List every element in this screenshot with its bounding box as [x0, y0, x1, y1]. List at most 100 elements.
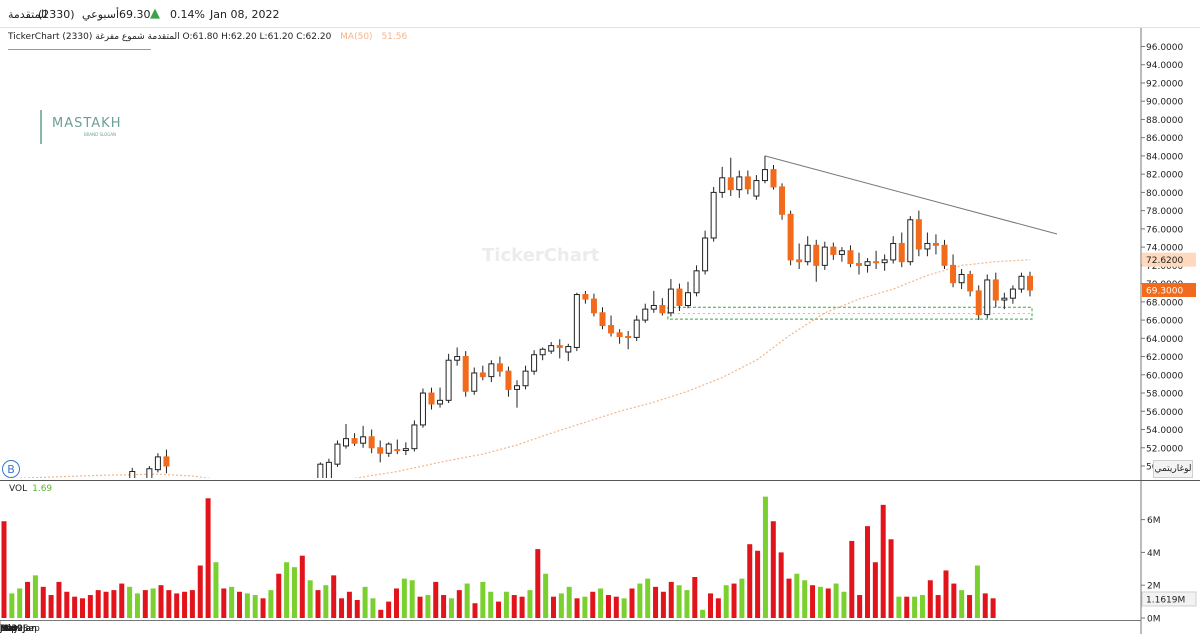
series-title: المتقدمة شموع مفرغة (2330)	[62, 32, 180, 42]
candle	[539, 347, 546, 361]
price-tick-label: 72.0000	[1146, 262, 1183, 272]
candle-body	[685, 292, 691, 306]
volume-bar	[48, 595, 54, 618]
candle	[590, 293, 597, 317]
volume-bar	[260, 598, 266, 618]
volume-bar	[119, 583, 125, 618]
candle-body	[411, 424, 418, 450]
volume-bar	[778, 552, 784, 618]
candle	[154, 453, 161, 473]
volume-value: 1.69	[32, 484, 53, 494]
volume-bar	[456, 590, 462, 618]
volume-bar	[967, 595, 973, 618]
volume-bar	[441, 595, 447, 618]
volume-bar	[80, 598, 85, 618]
volume-bar	[127, 586, 133, 618]
candle	[1009, 285, 1016, 304]
volume-bar	[111, 590, 117, 618]
candle-body	[573, 294, 580, 348]
candle-body	[539, 348, 546, 356]
candle	[1018, 272, 1025, 293]
volume-bar	[480, 581, 486, 618]
candle-body	[616, 332, 623, 337]
b-badge[interactable]: B	[2, 460, 20, 478]
instrument-name[interactable]: المتقدمة	[8, 8, 48, 21]
candle-body	[693, 270, 700, 294]
candle	[676, 283, 683, 311]
candle	[856, 252, 862, 275]
volume-bar	[865, 526, 870, 618]
price-tick-label: 94.0000	[1146, 61, 1183, 71]
price-tick-label: 54.0000	[1146, 426, 1183, 436]
candle	[873, 250, 880, 270]
candle	[830, 242, 837, 260]
candle-body	[856, 263, 862, 266]
volume-tick-label: 0M	[1147, 615, 1161, 625]
price-tick-label: 62.0000	[1146, 353, 1183, 363]
candle	[317, 462, 324, 478]
time-tick-label: 2022Jan	[0, 624, 37, 634]
volume-tick-label: 4M	[1147, 549, 1161, 559]
candle-body	[787, 213, 794, 261]
price-tick-label: 92.0000	[1146, 79, 1183, 89]
candle	[522, 365, 529, 390]
candle-body	[360, 436, 367, 444]
candle	[864, 258, 871, 273]
price-tick-label: 64.0000	[1146, 335, 1183, 345]
volume-bar	[919, 595, 925, 618]
candle-body	[736, 176, 743, 191]
price-tick-label: 58.0000	[1146, 390, 1183, 400]
candle-body	[659, 304, 666, 314]
price-tick-label: 84.0000	[1146, 152, 1183, 162]
candle	[454, 347, 461, 366]
log-scale-toggle[interactable]: لوغاريتمي	[1153, 460, 1193, 478]
volume-bar	[331, 575, 337, 618]
candle	[650, 290, 657, 313]
candle-body	[642, 308, 649, 321]
candle	[488, 360, 495, 383]
volume-bar	[197, 565, 203, 618]
candle	[445, 353, 452, 404]
candle	[821, 241, 828, 270]
candle	[727, 157, 734, 197]
candle	[368, 429, 375, 454]
candle-body	[1001, 297, 1008, 301]
volume-bar	[299, 555, 305, 618]
volume-bar	[527, 590, 533, 618]
volume-bar	[590, 591, 596, 618]
volume-bar	[676, 585, 682, 618]
candle	[847, 245, 854, 268]
candle	[471, 367, 478, 395]
price-tick-label: 60.0000	[1146, 371, 1183, 381]
candle-body	[163, 456, 170, 467]
volume-bar	[645, 578, 651, 618]
volume-bar	[810, 585, 816, 618]
candle-body	[419, 392, 426, 426]
volume-legend: VOL 1.69	[9, 484, 52, 494]
watermark: TickerChart	[482, 245, 600, 266]
volume-bar	[574, 598, 580, 618]
volume-bar	[833, 583, 839, 618]
candle	[505, 366, 512, 397]
candle	[975, 285, 982, 321]
candle	[599, 307, 606, 330]
candle	[736, 170, 743, 198]
price-tick-label: 80.0000	[1146, 189, 1183, 199]
candle-body	[377, 447, 384, 454]
candle	[693, 265, 700, 297]
volume-bar	[629, 588, 635, 618]
period-selector[interactable]: أسبوعي	[82, 8, 120, 21]
volume-bar	[40, 586, 46, 618]
candle	[129, 467, 136, 478]
ma-label[interactable]: MA(50)	[340, 32, 373, 42]
time-tick-label: Mar	[0, 624, 17, 634]
candle-body	[522, 370, 529, 387]
candle-body	[975, 290, 982, 316]
candle-body	[676, 288, 683, 306]
candle	[659, 298, 666, 316]
volume-bar	[668, 581, 674, 618]
candle	[890, 236, 897, 264]
candle-body	[625, 335, 632, 338]
candle-body	[582, 294, 589, 300]
